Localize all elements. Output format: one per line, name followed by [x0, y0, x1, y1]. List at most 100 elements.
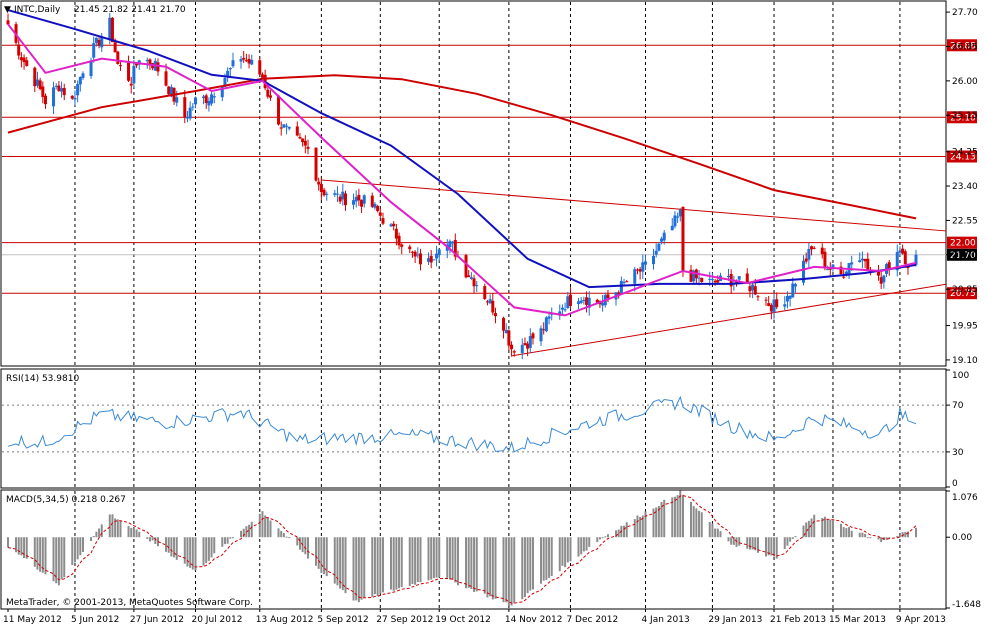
- macd-histogram-bar: [604, 536, 607, 538]
- candle-body: [22, 57, 26, 63]
- candle-body: [285, 125, 289, 127]
- candle-body: [408, 246, 412, 250]
- macd-histogram-bar: [221, 537, 224, 547]
- candle-body: [539, 328, 543, 342]
- candle-body: [319, 183, 323, 193]
- candle-body: [167, 86, 171, 95]
- candle-body: [266, 89, 270, 97]
- macd-histogram-bar: [320, 537, 323, 573]
- macd-histogram-bar: [639, 516, 642, 538]
- macd-histogram-bar: [821, 518, 824, 538]
- candle-body: [587, 297, 591, 308]
- candle-body: [78, 77, 82, 85]
- candle-body: [314, 147, 318, 181]
- macd-histogram-bar: [264, 515, 267, 538]
- candle-body: [526, 343, 530, 349]
- macd-histogram-bar: [381, 537, 384, 593]
- macd-histogram-bar: [427, 537, 430, 581]
- candle-body: [223, 78, 227, 87]
- candle-body: [169, 86, 173, 97]
- macd-histogram-bar: [288, 537, 291, 539]
- candle-body: [826, 269, 830, 271]
- candle-body: [57, 85, 61, 91]
- macd-histogram-bar: [379, 537, 382, 594]
- macd-histogram-bar: [840, 523, 843, 538]
- macd-histogram-bar: [906, 531, 909, 538]
- candle-body: [469, 277, 473, 279]
- level-tag-label-0: 26.88: [950, 41, 976, 51]
- date-label-13: 15 Mar 2013: [829, 615, 886, 625]
- macd-histogram-bar: [655, 507, 658, 538]
- candle-body: [70, 95, 74, 99]
- candle-body: [844, 271, 848, 275]
- macd-histogram-bar: [25, 537, 28, 559]
- price-tick-label-7: 21.70: [952, 251, 978, 261]
- level-tag-3: [947, 236, 977, 249]
- date-axis: 11 May 2012 5 Jun 2012 27 Jun 2012 20 Jul 2…: [3, 609, 946, 625]
- candle-body: [895, 252, 899, 271]
- candle-body: [191, 106, 195, 108]
- macd-histogram-bar: [596, 537, 599, 543]
- macd-histogram-bar: [446, 537, 449, 578]
- candle-body: [435, 253, 439, 259]
- macd-histogram-bar: [748, 537, 751, 550]
- candle-body: [453, 239, 457, 257]
- macd-histogram-bar: [730, 537, 733, 545]
- macd-histogram-bar: [339, 537, 342, 589]
- macd-histogram-bar: [20, 537, 23, 556]
- candle-body: [767, 303, 771, 306]
- copyright-notice: MetaTrader, © 2001-2013, MetaQuotes Soft…: [6, 598, 253, 608]
- macd-histogram-bar: [794, 536, 797, 538]
- macd-histogram-bar: [698, 510, 701, 538]
- candle-body: [737, 276, 741, 280]
- trendline-0: [321, 179, 947, 232]
- macd-histogram-bar: [376, 537, 379, 597]
- date-label-8: 14 Nov 2012: [505, 615, 563, 625]
- candle-body: [451, 241, 455, 244]
- macd-histogram-bar: [585, 537, 588, 551]
- candle-body: [207, 100, 211, 106]
- macd-histogram-bar: [398, 537, 401, 589]
- candle-body: [697, 277, 701, 279]
- macd-histogram-bar: [344, 537, 347, 594]
- symbol-menu-icon[interactable]: ▼: [4, 5, 11, 15]
- rsi-tick-label-0: 100: [952, 371, 969, 381]
- macd-histogram-bar: [285, 536, 288, 538]
- candle-body: [464, 255, 468, 278]
- price-tick-label-10: 19.10: [952, 356, 978, 366]
- macd-tick-label-2: -1.648: [952, 600, 981, 610]
- macd-histogram-bar: [727, 537, 730, 542]
- fast-moving-average-line: [7, 23, 917, 317]
- macd-histogram-bar: [754, 537, 757, 551]
- candle-body: [110, 17, 114, 43]
- price-tick-label-4: 24.25: [952, 148, 978, 158]
- candle-body: [6, 20, 10, 25]
- candle-body: [791, 283, 795, 298]
- macd-histogram-bar: [716, 528, 719, 538]
- candle-body: [652, 255, 656, 265]
- macd-histogram-bar: [588, 537, 591, 547]
- macd-histogram-bar: [306, 537, 309, 559]
- macd-histogram-bar: [167, 537, 170, 553]
- candle-body: [769, 304, 773, 312]
- candle-body: [689, 269, 693, 282]
- macd-histogram-bar: [95, 531, 98, 538]
- macd-histogram-bar: [430, 537, 433, 580]
- candle-body: [202, 96, 206, 98]
- date-label-1: 5 Jun 2012: [71, 615, 119, 625]
- macd-histogram-bar: [205, 537, 208, 564]
- candle-body: [507, 330, 511, 346]
- candle-body: [804, 258, 808, 262]
- candle-body: [676, 216, 680, 218]
- macd-histogram-bar: [880, 537, 883, 543]
- candle-body: [164, 71, 168, 86]
- macd-histogram-bar: [681, 494, 684, 538]
- candle-body: [432, 259, 436, 261]
- candle-body: [89, 60, 93, 77]
- candle-body: [810, 246, 814, 250]
- macd-histogram-bar: [282, 533, 285, 538]
- candle-body: [333, 193, 337, 195]
- macd-histogram-bar: [671, 497, 674, 538]
- candle-body: [727, 275, 731, 278]
